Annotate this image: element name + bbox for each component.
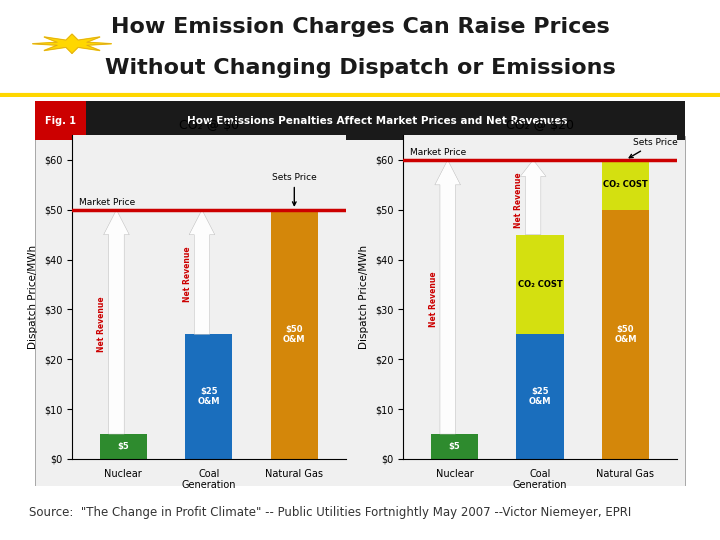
Text: Fig. 1: Fig. 1 [45, 116, 76, 125]
Text: Net Revenue: Net Revenue [183, 247, 192, 302]
Bar [602, 160, 649, 210]
Polygon shape [521, 160, 546, 235]
Y-axis label: Dispatch Price/MWh: Dispatch Price/MWh [28, 245, 38, 349]
Bar [431, 434, 478, 459]
Polygon shape [32, 34, 112, 53]
Text: Market Price: Market Price [410, 148, 467, 158]
FancyBboxPatch shape [35, 101, 86, 140]
Text: Without Changing Dispatch or Emissions: Without Changing Dispatch or Emissions [104, 58, 616, 78]
Title: CO₂ @ $0: CO₂ @ $0 [179, 119, 239, 132]
Text: $50
O&M: $50 O&M [283, 325, 305, 344]
Y-axis label: Dispatch Price/MWh: Dispatch Price/MWh [359, 245, 369, 349]
Polygon shape [189, 210, 215, 334]
Bar [516, 235, 564, 334]
Text: Net Revenue: Net Revenue [514, 172, 523, 228]
Text: How Emissions Penalties Affect Market Prices and Net Revenues: How Emissions Penalties Affect Market Pr… [186, 116, 567, 125]
Bar [271, 210, 318, 459]
Polygon shape [104, 210, 130, 434]
Title: CO₂ @ $20: CO₂ @ $20 [506, 119, 574, 132]
Text: $5: $5 [449, 442, 460, 451]
FancyBboxPatch shape [35, 101, 685, 140]
Polygon shape [435, 160, 461, 434]
Text: Sets Price: Sets Price [629, 138, 678, 158]
Text: How Emission Charges Can Raise Prices: How Emission Charges Can Raise Prices [111, 17, 609, 37]
Bar [100, 434, 147, 459]
Text: CO₂ COST: CO₂ COST [603, 180, 648, 190]
Text: Sets Price: Sets Price [272, 173, 317, 205]
Bar [185, 334, 233, 459]
Bar [516, 334, 564, 459]
Text: $50
O&M: $50 O&M [614, 325, 636, 344]
Text: Market Price: Market Price [79, 198, 135, 207]
Bar [602, 210, 649, 459]
Text: CO₂ COST: CO₂ COST [518, 280, 562, 289]
Text: Net Revenue: Net Revenue [97, 296, 107, 352]
Text: Source:  "The Change in Profit Climate" -- Public Utilities Fortnightly May 2007: Source: "The Change in Profit Climate" -… [29, 505, 631, 519]
Text: Net Revenue: Net Revenue [428, 272, 438, 327]
Text: $25
O&M: $25 O&M [197, 387, 220, 407]
FancyBboxPatch shape [35, 136, 685, 486]
Text: $25
O&M: $25 O&M [528, 387, 552, 407]
Text: $5: $5 [117, 442, 129, 451]
